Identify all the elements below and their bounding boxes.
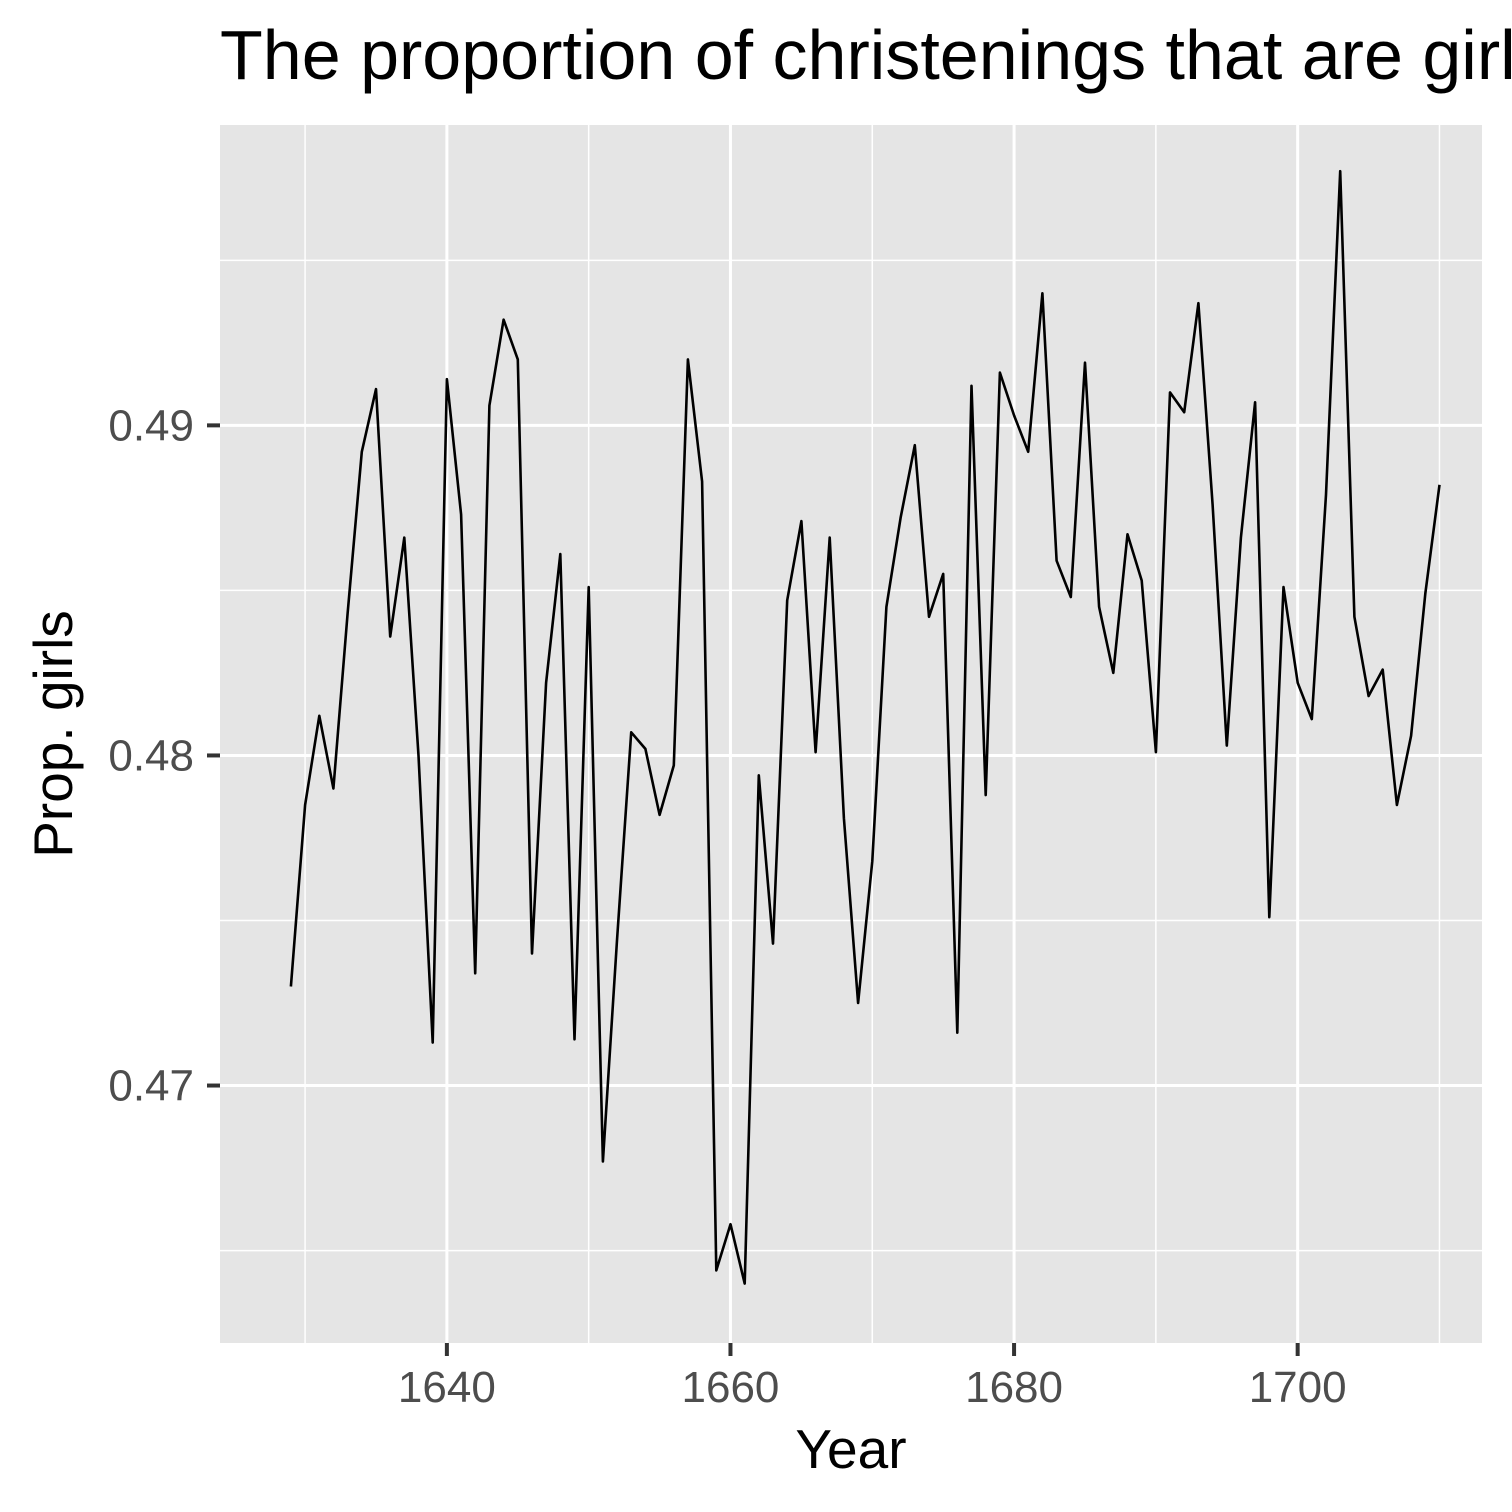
x-tick-label: 1660 [682,1363,780,1412]
y-axis: 0.47 0.48 0.49 [108,401,220,1111]
y-tick-label: 0.47 [108,1062,194,1111]
x-tick-label: 1700 [1249,1363,1347,1412]
x-tick-label: 1680 [965,1363,1063,1412]
y-axis-title: Prop. girls [22,610,84,858]
x-axis: 1640 1660 1680 1700 [398,1343,1347,1412]
minor-gridlines [220,125,1482,1343]
y-tick-label: 0.48 [108,731,194,780]
series-line [289,169,1441,1285]
major-gridlines [220,125,1482,1343]
chart-title: The proportion of christenings that are … [220,16,1512,94]
x-tick-label: 1640 [398,1363,496,1412]
y-tick-label: 0.49 [108,401,194,450]
plot-panel [220,125,1482,1343]
x-axis-title: Year [795,1418,906,1480]
data-series [289,169,1441,1285]
